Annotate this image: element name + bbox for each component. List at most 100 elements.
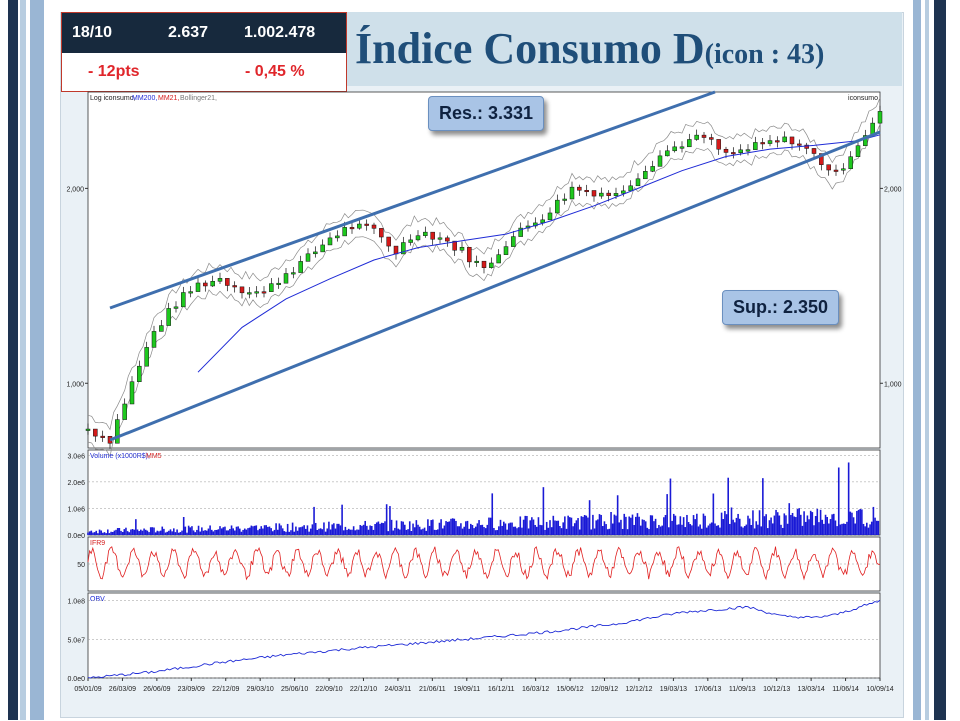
x-tick-label: 22/12/09	[212, 686, 239, 693]
candle-body	[606, 192, 611, 196]
candle-body	[291, 272, 296, 275]
x-tick-label: 25/06/10	[281, 686, 308, 693]
x-tick-label: 10/12/13	[763, 686, 790, 693]
candle-body	[511, 236, 516, 247]
quote-box: 18/10 2.637 1.002.478 - 12pts - 0,45 %	[61, 12, 347, 92]
candle-body	[430, 231, 435, 240]
left-stripe-mid	[30, 0, 44, 720]
candle-body	[804, 144, 809, 149]
candle-body	[701, 134, 707, 138]
candle-body	[386, 236, 391, 247]
candle-body	[775, 140, 780, 143]
candle-body	[335, 235, 340, 239]
x-tick-label: 10/09/14	[866, 686, 893, 693]
quote-change-pct: - 0,45 %	[245, 63, 305, 80]
stock-chart: Log iconsumo,MM200, MM21, Bollinger21, icon…	[66, 90, 902, 693]
candle-body	[459, 246, 465, 251]
candle-body	[254, 291, 259, 294]
x-tick-label: 19/03/13	[660, 686, 687, 693]
candle-body	[239, 286, 245, 294]
obv-legend: OBV	[90, 596, 105, 603]
quote-volume: 1.002.478	[244, 24, 316, 41]
candle-body	[811, 148, 817, 154]
x-tick-label: 22/12/10	[350, 686, 377, 693]
x-tick-label: 12/12/12	[625, 686, 652, 693]
x-tick-label: 05/01/09	[74, 686, 101, 693]
candle-body	[393, 245, 399, 255]
candle-body	[496, 254, 501, 264]
candle-body	[408, 239, 413, 243]
candle-body	[181, 292, 186, 308]
candle-body	[767, 140, 773, 144]
main-ytick-label-right: 1,000	[884, 381, 902, 388]
candle-body	[401, 242, 406, 255]
candle-body	[547, 212, 553, 221]
volume-bars	[87, 462, 880, 535]
candle-body	[93, 428, 98, 437]
candle-body	[797, 143, 802, 146]
x-tick-label: 13/03/14	[798, 686, 825, 693]
candle-body	[195, 282, 201, 292]
candle-body	[203, 282, 208, 287]
x-tick-label: 22/09/10	[315, 686, 342, 693]
x-tick-label: 26/06/09	[143, 686, 170, 693]
x-tick-label: 23/09/09	[178, 686, 205, 693]
candle-body	[159, 325, 164, 332]
candle-body	[342, 227, 347, 237]
panel-obv	[87, 592, 881, 679]
candle-body	[298, 261, 303, 273]
candle-body	[555, 199, 560, 214]
candle-body	[577, 186, 582, 191]
quote-change-pts: - 12pts	[88, 63, 140, 80]
candle-body	[789, 136, 795, 145]
candle-body	[745, 149, 751, 152]
obv-ytick-label: 5.0e7	[67, 637, 85, 644]
candle-body	[144, 347, 149, 367]
volume-legend: Volume (x1000R$),	[90, 453, 150, 460]
candle-body	[313, 251, 318, 255]
candle-body	[489, 262, 494, 268]
chart-area: Log iconsumo, MM200, MM21, Bollinger21, icon…	[60, 88, 902, 716]
left-stripe-dark	[8, 0, 18, 720]
x-tick-label: 29/03/10	[247, 686, 274, 693]
candle-body	[129, 381, 135, 405]
obv-line	[87, 599, 881, 679]
candle-body	[591, 190, 597, 197]
main-ytick-label-right: 2,000	[884, 186, 902, 193]
left-stripe-light	[20, 0, 26, 720]
x-tick-label: 16/12/11	[488, 686, 515, 693]
right-stripe-dark	[934, 0, 946, 720]
candle-body	[188, 291, 193, 294]
candle-body	[694, 134, 699, 140]
candle-body	[364, 223, 369, 226]
candle-body	[826, 164, 831, 171]
candles	[85, 105, 883, 449]
candle-body	[371, 224, 377, 229]
ifr-legend: IFR9	[90, 540, 105, 547]
ifr-line	[87, 546, 880, 581]
main-ytick-label-left: 1,000	[66, 381, 84, 388]
volume-ytick-label: 2.0e6	[67, 480, 85, 487]
candle-body	[100, 435, 105, 438]
x-tick-label: 11/06/14	[832, 686, 859, 693]
volume-ytick-label: 1.0e6	[67, 506, 85, 513]
candle-body	[503, 246, 509, 255]
candle-body	[217, 278, 223, 282]
legend-log: Log iconsumo,	[90, 95, 136, 102]
candle-body	[305, 253, 311, 262]
main-ytick-label-left: 2,000	[66, 186, 84, 193]
x-tick-label: 24/03/11	[385, 686, 412, 693]
candle-body	[225, 278, 230, 286]
candle-body	[738, 149, 743, 154]
candle-body	[643, 171, 648, 180]
candle-body	[327, 237, 333, 246]
candle-body	[283, 273, 289, 284]
candle-body	[841, 168, 846, 171]
x-tick-label: 12/09/12	[591, 686, 618, 693]
series-label: iconsumo	[848, 95, 878, 102]
obv-ytick-label: 0.0e0	[67, 676, 85, 683]
candle-body	[635, 178, 641, 187]
candle-body	[679, 146, 685, 149]
candle-body	[760, 142, 765, 145]
candle-body	[782, 136, 787, 143]
